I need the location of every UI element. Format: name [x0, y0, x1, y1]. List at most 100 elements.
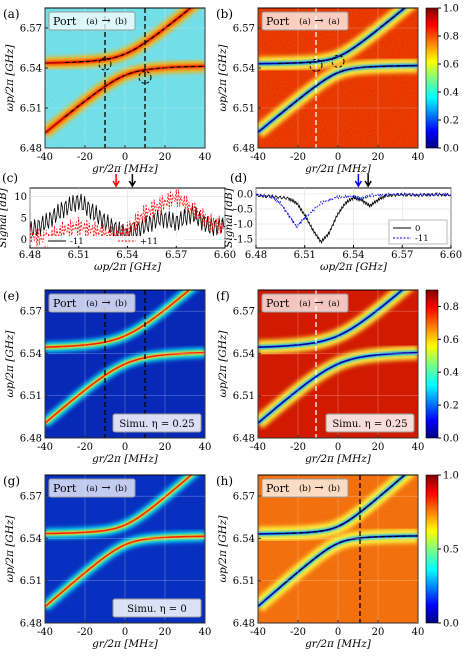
fit-upper-dashed: [278, 8, 406, 64]
colorbar-tick-label: 0.4: [443, 88, 459, 99]
x-axis-label: gr/2π [MHz]: [305, 163, 372, 175]
panel-b-heatmap: [258, 8, 418, 148]
colorbar-tick-label: 0.2: [443, 401, 459, 412]
panel-c-legend: -11 +11: [44, 236, 184, 247]
x-tick-label: 0: [335, 627, 341, 638]
x-tick-label: 0: [335, 442, 341, 453]
x-tick-label: 6.57: [165, 250, 187, 261]
x-tick-label: 40: [412, 152, 425, 163]
y-tick-label: 6.51: [233, 104, 255, 115]
port-label: Port: [266, 15, 290, 28]
colorbar-tick-label: 0.5: [443, 545, 459, 556]
y-tick-label: 6.48: [20, 144, 42, 155]
upper-branch-center: [45, 290, 191, 348]
simu-label: Simu. η = 0: [127, 604, 186, 615]
x-tick-label: -20: [290, 442, 306, 453]
y-tick-label: 10: [14, 192, 27, 203]
y-tick-label: 6.51: [20, 576, 42, 587]
panel-d-series: [256, 192, 451, 245]
y-axis-label: ωp/2π [GHz]: [217, 330, 229, 398]
y-axis-label: ωp/2π [GHz]: [4, 330, 16, 398]
x-tick-label: 6.48: [19, 250, 41, 261]
y-tick-label: 6.51: [20, 104, 42, 115]
port-to: (b): [328, 483, 340, 494]
panel-h-axes: -40 -20 0 20 40 6.48 6.51 6.54 6.57 gr/2π [MHz] ωp…: [217, 474, 424, 650]
simu-label: Simu. η = 0.25: [332, 419, 407, 430]
port-to: (b): [115, 483, 127, 494]
panel-f-label: (f): [216, 289, 230, 303]
y-tick-label: -0.5: [234, 205, 253, 216]
port-label: Port: [266, 482, 290, 495]
port-arrow: →: [101, 296, 110, 309]
panel-a-label: (a): [3, 7, 20, 21]
port-box: [261, 11, 349, 31]
legend-box: [388, 219, 448, 245]
colorbar-tick-label: 0.6: [443, 60, 459, 71]
panel-a-port-legend: Port (a) → (b): [48, 11, 136, 31]
port-from: (a): [86, 16, 98, 27]
y-tick-label: 6.57: [20, 24, 42, 35]
x-tick-label: -20: [77, 442, 93, 453]
port-label: Port: [53, 482, 77, 495]
colorbar-gradient: [425, 474, 439, 624]
fit-lower-dashed: [64, 65, 205, 118]
panel-a-axes: -40 -20 0 20 40 6.48 6.51 6.54 6.57 gr/2π [MHz] ωp…: [4, 7, 211, 175]
panel-e-axes: -40 -20 0 20 40 6.48 6.51 6.54 6.57 gr/2π [MHz] ωp…: [4, 289, 211, 465]
colorbar-tick-label: 1.0: [443, 4, 459, 15]
x-tick-label: 20: [159, 627, 172, 638]
y-tick-label: 6.54: [233, 349, 255, 360]
x-axis-label: ωp/2π [GHz]: [320, 261, 388, 273]
x-tick-label: 6.51: [294, 250, 316, 261]
panel-g-heatmap: [45, 475, 205, 623]
legend-entry: 0: [415, 224, 420, 234]
x-tick-label: -40: [250, 442, 266, 453]
x-tick-label: 20: [372, 442, 385, 453]
port-to: (b): [115, 298, 127, 309]
arrow-marker: [112, 174, 120, 188]
panel-h-colorbar: 0.0 0.5 1.0: [425, 471, 459, 630]
y-tick-label: 6.57: [233, 24, 255, 35]
y-tick-label: 6.51: [20, 391, 42, 402]
panel-f-port-legend: Port (a) → (a): [261, 293, 349, 313]
panel-f-simu-legend: Simu. η = 0.25: [325, 413, 415, 433]
port-to: (b): [115, 16, 127, 27]
x-tick-label: 40: [199, 627, 212, 638]
x-tick-label: -40: [250, 627, 266, 638]
panel-g-simu-legend: Simu. η = 0: [112, 598, 202, 618]
y-tick-label: 6.54: [233, 534, 255, 545]
port-box: [261, 478, 349, 498]
panel-e-port-legend: Port (a) → (b): [48, 293, 136, 313]
y-tick-label: 0: [21, 235, 27, 246]
port-arrow: →: [314, 14, 323, 27]
colorbar-gradient: [425, 289, 439, 439]
y-tick-label: 6.48: [233, 434, 255, 445]
panel-h-heatmap: [258, 475, 418, 623]
colorbar-gradient: [425, 7, 439, 149]
upper-branch-center: [45, 475, 193, 535]
arrow-marker: [364, 174, 372, 188]
lower-branch-center: [258, 351, 418, 424]
colorbar-tick-label: 1.0: [443, 471, 459, 482]
port-label: Port: [266, 297, 290, 310]
y-tick-label: 6.57: [233, 492, 255, 503]
port-arrow: →: [101, 14, 110, 27]
port-arrow: →: [314, 296, 323, 309]
y-axis-label: ωp/2π [GHz]: [217, 515, 229, 583]
y-tick-label: 6.54: [233, 64, 255, 75]
panel-f-heatmap: [258, 290, 418, 438]
circle-marker: [98, 57, 112, 71]
circle-marker: [331, 54, 345, 68]
x-tick-label: 6.54: [342, 250, 364, 261]
x-axis-label: gr/2π [MHz]: [92, 163, 159, 175]
x-tick-label: -20: [290, 627, 306, 638]
lower-branch-center: [45, 535, 205, 608]
y-tick-label: 6.51: [233, 576, 255, 587]
x-tick-label: 6.60: [440, 250, 462, 261]
x-tick-label: 20: [159, 152, 172, 163]
y-tick-label: 6.57: [233, 307, 255, 318]
port-arrow: →: [101, 481, 110, 494]
y-tick-label: 6.57: [20, 307, 42, 318]
port-from: (a): [86, 483, 98, 494]
panel-h-label: (h): [216, 474, 233, 488]
port-arrow: →: [314, 481, 323, 494]
